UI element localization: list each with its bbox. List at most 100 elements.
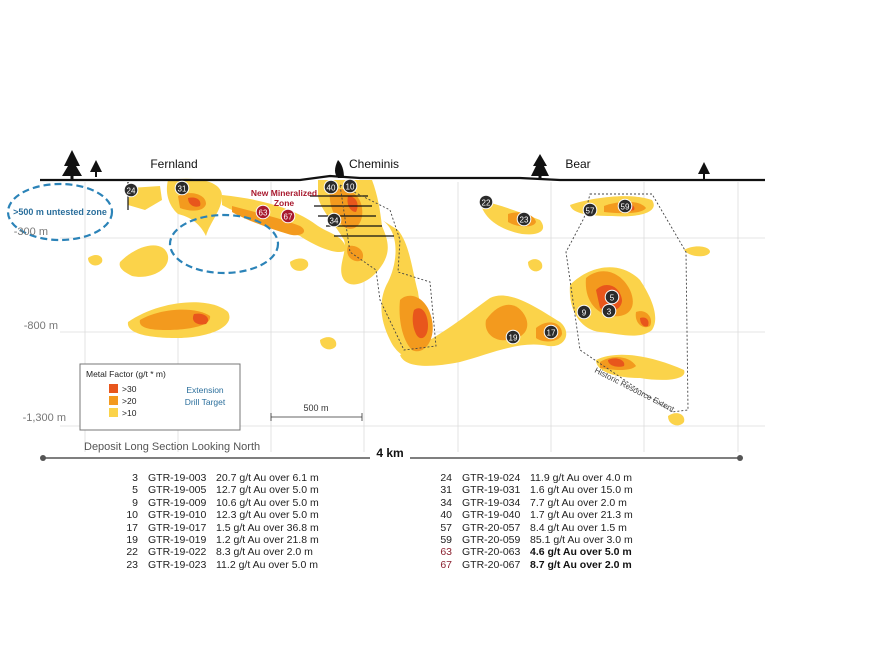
- drill-hole-traces: [127, 182, 394, 237]
- town-label-cheminis: Cheminis: [349, 157, 399, 171]
- result-hole-number: 57: [440, 521, 452, 534]
- result-row: 23 GTR-19-023 11.2 g/t Au over 5.0 m: [112, 559, 319, 571]
- result-hole-id: GTR-19-005: [148, 484, 207, 497]
- result-hole-id: GTR-20-067: [462, 558, 521, 571]
- result-row: 63 GTR-20-063 4.6 g/t Au over 5.0 m: [426, 546, 633, 558]
- result-row: 31 GTR-19-031 1.6 g/t Au over 15.0 m: [426, 484, 633, 497]
- depth-label-1300: -1,300 m: [23, 412, 66, 424]
- legend-title: Metal Factor (g/t * m): [86, 369, 166, 379]
- result-grade: 8.4 g/t Au over 1.5 m: [530, 521, 627, 534]
- new-zone-label-1: New Mineralized: [251, 188, 317, 198]
- result-grade: 12.3 g/t Au over 5.0 m: [216, 509, 319, 522]
- result-grade: 1.6 g/t Au over 15.0 m: [530, 484, 633, 497]
- hole-marker-17: 17: [543, 324, 559, 340]
- svg-text:17: 17: [547, 329, 556, 338]
- svg-text:57: 57: [586, 207, 595, 216]
- svg-text:3: 3: [607, 308, 612, 317]
- result-hole-number: 59: [440, 533, 452, 546]
- result-grade: 20.7 g/t Au over 6.1 m: [216, 472, 319, 484]
- depth-label-300: -300 m: [14, 226, 48, 238]
- hole-marker-23: 23: [516, 211, 532, 227]
- hole-marker-63: 63: [255, 204, 271, 220]
- result-grade: 11.2 g/t Au over 5.0 m: [216, 558, 318, 571]
- svg-text:19: 19: [509, 334, 518, 343]
- hole-marker-24: 24: [123, 182, 139, 198]
- legend-extension-label-1: Extension: [186, 385, 224, 395]
- results-table-left: 3 GTR-19-003 20.7 g/t Au over 6.1 m 5 GTR-19…: [112, 472, 319, 571]
- result-hole-id: GTR-19-003: [148, 472, 207, 484]
- hole-marker-3: 3: [601, 303, 617, 319]
- result-row: 17 GTR-19-017 1.5 g/t Au over 36.8 m: [112, 521, 319, 534]
- result-row: 5 GTR-19-005 12.7 g/t Au over 5.0 m: [112, 484, 319, 496]
- result-grade: 12.7 g/t Au over 5.0 m: [216, 484, 319, 497]
- result-grade: 1.5 g/t Au over 36.8 m: [216, 521, 319, 534]
- hole-marker-5: 5: [604, 289, 620, 305]
- depth-label-800: -800 m: [24, 320, 58, 332]
- legend: Metal Factor (g/t * m) >30 >20 >10 Exten…: [79, 363, 241, 431]
- result-hole-id: GTR-19-010: [148, 509, 207, 522]
- result-hole-number: 9: [132, 496, 138, 509]
- untested-zone-circle: [6, 182, 114, 242]
- hole-marker-22: 22: [478, 194, 494, 210]
- length-bar-label: 4 km: [376, 446, 403, 460]
- result-row: 67 GTR-20-067 8.7 g/t Au over 2.0 m: [426, 559, 633, 571]
- result-row: 3 GTR-19-003 20.7 g/t Au over 6.1 m: [112, 472, 319, 484]
- result-hole-number: 3: [132, 472, 138, 484]
- new-zone-label-2: Zone: [274, 198, 295, 208]
- result-grade: 1.7 g/t Au over 21.3 m: [530, 509, 633, 522]
- result-hole-id: GTR-19-022: [148, 546, 207, 559]
- result-row: 19 GTR-19-019 1.2 g/t Au over 21.8 m: [112, 533, 319, 546]
- legend-swatch-high: [109, 384, 118, 393]
- result-hole-number: 63: [440, 546, 452, 559]
- length-bar-4km: 4 km: [40, 446, 743, 461]
- tree-icons: [62, 150, 710, 181]
- result-row: 10 GTR-19-010 12.3 g/t Au over 5.0 m: [112, 509, 319, 522]
- result-row: 24 GTR-19-024 11.9 g/t Au over 4.0 m: [426, 472, 633, 484]
- svg-text:9: 9: [582, 309, 587, 318]
- result-hole-id: GTR-20-063: [462, 546, 521, 559]
- legend-label-high: >30: [122, 384, 137, 394]
- result-row: 40 GTR-19-040 1.7 g/t Au over 21.3 m: [426, 509, 633, 522]
- hole-marker-19: 19: [505, 329, 521, 345]
- result-hole-number: 5: [132, 484, 138, 497]
- historic-resource-outline: [565, 193, 689, 413]
- result-grade: 7.7 g/t Au over 2.0 m: [530, 496, 627, 509]
- svg-text:31: 31: [178, 185, 187, 194]
- long-section-diagram: 24 31 40 10 63 67 34 22 23 57 59 5 9 3 1…: [6, 150, 765, 461]
- hole-marker-67: 67: [280, 208, 296, 224]
- result-row: 59 GTR-20-059 85.1 g/t Au over 3.0 m: [426, 533, 633, 546]
- extension-target-circle: [168, 213, 280, 275]
- result-row: 22 GTR-19-022 8.3 g/t Au over 2.0 m: [112, 546, 319, 558]
- svg-text:10: 10: [346, 183, 355, 192]
- town-label-bear: Bear: [565, 157, 590, 171]
- dashed-outlines: [339, 184, 689, 413]
- result-hole-number: 17: [126, 521, 138, 534]
- scale-bar-label: 500 m: [303, 403, 328, 413]
- result-hole-number: 34: [440, 496, 452, 509]
- town-label-fernland: Fernland: [150, 157, 197, 171]
- svg-text:63: 63: [259, 209, 268, 218]
- long-section-caption: Deposit Long Section Looking North: [84, 441, 260, 453]
- drill-results-tables: 3 GTR-19-003 20.7 g/t Au over 6.1 m 5 GTR-19…: [0, 472, 875, 602]
- result-grade: 4.6 g/t Au over 5.0 m: [530, 546, 632, 559]
- result-hole-number: 24: [440, 472, 452, 484]
- result-row: 34 GTR-19-034 7.7 g/t Au over 2.0 m: [426, 497, 633, 509]
- hole-marker-10: 10: [342, 178, 358, 194]
- svg-text:22: 22: [482, 199, 491, 208]
- svg-text:24: 24: [127, 187, 136, 196]
- result-hole-id: GTR-19-019: [148, 533, 207, 546]
- result-hole-id: GTR-19-034: [462, 496, 521, 509]
- legend-label-mid: >20: [122, 396, 137, 406]
- svg-text:67: 67: [284, 213, 293, 222]
- svg-text:23: 23: [520, 216, 529, 225]
- svg-text:59: 59: [621, 203, 630, 212]
- result-grade: 10.6 g/t Au over 5.0 m: [216, 496, 319, 509]
- result-hole-id: GTR-19-023: [148, 558, 207, 571]
- result-grade: 1.2 g/t Au over 21.8 m: [216, 533, 319, 546]
- svg-text:40: 40: [327, 184, 336, 193]
- result-hole-id: GTR-20-059: [462, 533, 521, 546]
- result-row: 9 GTR-19-009 10.6 g/t Au over 5.0 m: [112, 497, 319, 509]
- result-hole-id: GTR-19-017: [148, 521, 207, 534]
- hole-marker-31: 31: [174, 180, 190, 196]
- result-grade: 85.1 g/t Au over 3.0 m: [530, 533, 633, 546]
